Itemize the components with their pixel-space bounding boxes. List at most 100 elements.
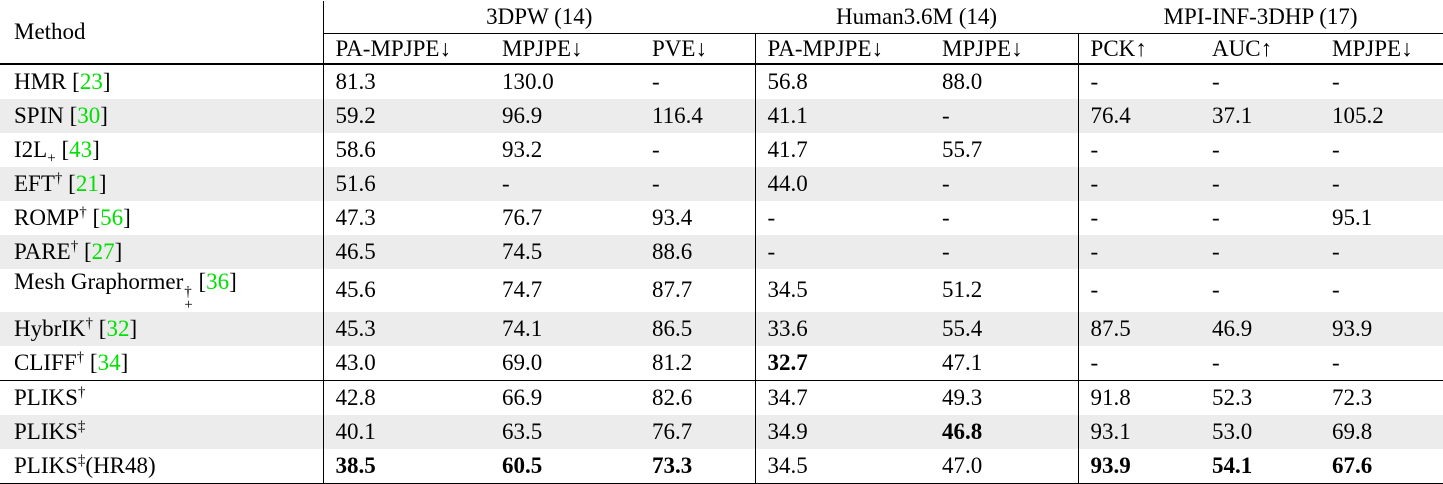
value-cell: 47.1 [942, 349, 983, 375]
value-cell: 74.5 [502, 239, 543, 264]
value-cell: - [1212, 349, 1220, 375]
value-cell: 59.2 [335, 103, 376, 128]
value-cell: 93.9 [1077, 448, 1201, 484]
citation-number: 56 [100, 205, 124, 230]
value-cell: 116.4 [652, 103, 703, 128]
dagger-script: † [79, 204, 87, 221]
value-cell: 45.3 [335, 315, 376, 341]
value-cell: 47.0 [930, 448, 1079, 484]
table-row: PLIKS‡ 40.1 63.5 76.7 34.9 46.8 93.1 53.0 69.8 [0, 414, 1443, 449]
citation: [34] [89, 349, 129, 375]
value-cell: 105.2 [1332, 103, 1384, 128]
method-name: PLIKS‡(HR48) [0, 448, 324, 484]
table-row: ROMP† [56] 47.3 76.7 93.4- - - -95.1 [0, 201, 1443, 235]
value-cell: 51.2 [942, 277, 983, 303]
citation-number: 30 [77, 103, 101, 128]
value-cell: 40.1 [335, 418, 376, 444]
value-cell: 38.5 [323, 448, 490, 484]
group-header-3dpw: 3DPW (14) [323, 1, 756, 34]
value-cell: 43.0 [335, 349, 376, 375]
method-name: ROMP† [56] [0, 201, 324, 235]
group-header-mpi-inf-3dhp: MPI-INF-3DHP (17) [1078, 1, 1443, 34]
table-row: HybrIK† [32] 45.3 74.1 86.5 33.6 55.4 87.5 46.9… [0, 311, 1443, 346]
value-cell: 72.3 [1320, 379, 1443, 415]
table-row: EFT† [21] 51.6- -44.0- - - - [0, 167, 1443, 201]
dagger-script: † [77, 383, 86, 400]
value-cell: - [942, 103, 950, 128]
table-row: PARE† [27] 46.5 74.5 88.6- - - - - [0, 235, 1443, 269]
col-header-3dpw-pa-mpjpe: PA-MPJPE↓ [323, 33, 490, 65]
value-cell: - [1212, 171, 1220, 196]
citation-number: 27 [91, 239, 115, 264]
value-cell: 34.9 [754, 414, 931, 449]
value-cell: 63.5 [502, 418, 543, 444]
table-row: HMR [23] 81.3 130.0-56.8 88.0- - - [0, 64, 1443, 99]
value-cell: - [1077, 201, 1201, 235]
value-cell: - [754, 235, 931, 269]
dagger-script: ‡ [77, 417, 86, 434]
value-cell: - [1332, 277, 1340, 303]
method-name: SPIN [30] [0, 99, 324, 133]
value-cell: 56.8 [754, 64, 931, 99]
value-cell: 82.6 [640, 379, 756, 415]
value-cell: - [1332, 349, 1340, 375]
method-name: HybrIK† [32] [0, 311, 324, 346]
value-cell: 46.9 [1212, 315, 1253, 341]
value-cell: 37.1 [1212, 103, 1253, 128]
citation-number: 21 [75, 171, 99, 196]
value-cell: 96.9 [502, 103, 543, 128]
value-cell: 34.5 [754, 269, 931, 312]
value-cell: 93.4 [652, 205, 693, 230]
value-cell: 93.9 [1332, 315, 1373, 341]
value-cell: 52.3 [1200, 379, 1321, 415]
table-row: I2L+ [43] 58.6 93.2-41.7 55.7- - - [0, 133, 1443, 167]
value-cell: - [942, 205, 950, 230]
value-cell: 46.5 [335, 239, 376, 264]
citation: [32] [98, 315, 138, 341]
method-name: Mesh Graphormer † + [36] [0, 269, 324, 312]
value-cell: 130.0 [502, 69, 554, 94]
value-cell: 46.8 [942, 418, 983, 444]
group-header-human36m: Human3.6M (14) [755, 1, 1079, 34]
value-cell: 88.6 [652, 239, 693, 264]
value-cell: 51.6 [335, 171, 376, 196]
citation: [56] [92, 205, 131, 230]
value-cell: 45.6 [335, 277, 376, 303]
value-cell: - [1077, 345, 1201, 380]
value-cell: - [1212, 69, 1220, 94]
value-cell: - [1077, 269, 1201, 312]
value-cell: - [1212, 277, 1220, 303]
value-cell: 53.0 [1212, 418, 1253, 444]
value-cell: 34.7 [754, 379, 931, 415]
group-header-row: Method 3DPW (14) Human3.6M (14) MPI-INF-… [0, 1, 1443, 65]
col-header-mpi-pck: PCK↑ [1077, 33, 1201, 65]
value-cell: 66.9 [490, 379, 640, 415]
citation: [43] [61, 137, 100, 162]
method-name: PLIKS‡ [0, 414, 324, 449]
value-cell: - [942, 171, 950, 196]
col-header-mpi-auc: AUC↑ [1200, 33, 1321, 65]
dagger-script: ‡ [77, 451, 86, 468]
value-cell: - [502, 171, 510, 196]
value-cell: 74.1 [502, 315, 543, 341]
value-cell: 87.7 [652, 277, 693, 303]
method-name: HMR [23] [0, 64, 324, 99]
value-cell: - [754, 201, 931, 235]
dagger-script: † [54, 170, 63, 187]
value-cell: - [1212, 137, 1220, 162]
value-cell: 91.8 [1077, 379, 1201, 415]
value-cell: 41.1 [754, 99, 931, 133]
method-name: EFT† [21] [0, 167, 324, 201]
value-cell: 87.5 [1077, 311, 1201, 346]
value-cell: - [1077, 64, 1201, 99]
dagger-script: † [70, 238, 79, 255]
value-cell: 86.5 [652, 315, 693, 341]
value-cell: - [1332, 239, 1340, 264]
value-cell: 76.7 [652, 418, 693, 444]
value-cell: 58.6 [335, 137, 376, 162]
value-cell: 54.1 [1200, 448, 1321, 484]
value-cell: - [1077, 235, 1201, 269]
dagger-script: † [85, 314, 94, 331]
